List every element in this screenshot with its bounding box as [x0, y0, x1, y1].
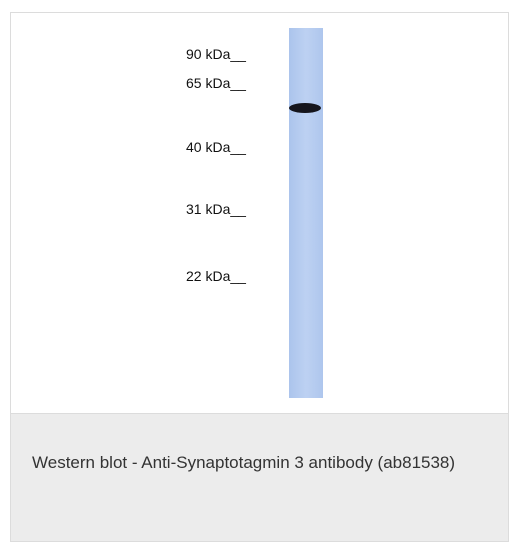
caption-box: Western blot - Anti-Synaptotagmin 3 anti…: [11, 413, 508, 541]
marker-label: 40 kDa__: [186, 139, 246, 155]
band: [289, 103, 321, 113]
blot-image: 90 kDa__ 65 kDa__ 40 kDa__ 31 kDa__ 22 k…: [11, 13, 508, 413]
caption: Western blot - Anti-Synaptotagmin 3 anti…: [32, 439, 462, 486]
marker-label: 90 kDa__: [186, 46, 246, 62]
blot: [11, 13, 508, 413]
lane: [289, 28, 323, 398]
page: {"figure": {"markers": ["90 kDa__", "65 …: [0, 0, 511, 544]
figure-card: 90 kDa__ 65 kDa__ 40 kDa__ 31 kDa__ 22 k…: [10, 12, 509, 542]
marker-label: 65 kDa__: [186, 75, 246, 91]
marker-label: 31 kDa__: [186, 201, 246, 217]
marker-label: 22 kDa__: [186, 268, 246, 284]
